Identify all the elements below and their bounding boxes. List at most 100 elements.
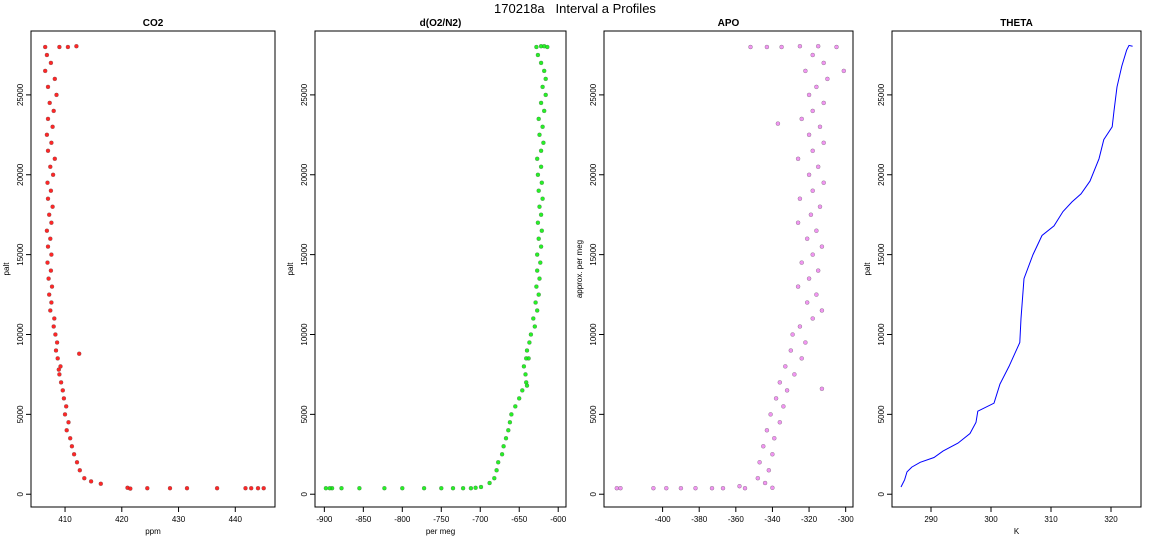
data-point-o2n2 [494, 468, 499, 473]
data-point-co2 [145, 486, 150, 491]
y-axis-label: palt [2, 262, 11, 276]
x-tick-label: -360 [728, 515, 745, 524]
data-point-o2n2 [507, 420, 513, 425]
data-point-co2 [45, 260, 50, 265]
data-point-co2 [58, 380, 64, 385]
data-point-apo [821, 60, 826, 66]
data-point-co2 [45, 244, 51, 249]
data-point-o2n2 [534, 44, 539, 50]
data-point-o2n2 [524, 383, 530, 388]
data-point-o2n2 [528, 332, 534, 337]
x-tick-label: -750 [433, 515, 450, 524]
data-point-apo [805, 236, 810, 241]
data-point-co2 [47, 212, 52, 217]
data-point-apo [799, 260, 804, 265]
data-point-apo [810, 188, 815, 193]
data-point-apo [764, 44, 770, 50]
data-point-apo [810, 52, 815, 58]
data-point-apo [806, 132, 812, 137]
y-tick-label: 25000 [589, 83, 598, 106]
data-point-apo [819, 308, 825, 313]
data-point-o2n2 [537, 276, 542, 281]
data-point-co2 [45, 84, 51, 90]
data-point-apo [795, 156, 801, 161]
y-tick-label: 25000 [877, 83, 886, 106]
y-tick-label: 0 [877, 491, 886, 496]
data-point-co2 [255, 486, 261, 491]
data-point-o2n2 [496, 460, 501, 465]
x-tick-label: 410 [58, 515, 72, 524]
data-point-apo [797, 196, 803, 201]
data-point-co2 [82, 476, 87, 481]
data-point-o2n2 [532, 324, 537, 329]
data-point-co2 [54, 340, 60, 345]
data-point-apo [618, 486, 623, 491]
data-point-o2n2 [513, 404, 518, 409]
data-point-apo [792, 372, 797, 377]
data-point-apo [678, 486, 684, 491]
data-point-apo [788, 348, 793, 353]
data-point-co2 [52, 316, 57, 321]
series-line-theta [900, 44, 1133, 488]
data-point-co2 [68, 436, 73, 441]
data-point-co2 [74, 44, 79, 49]
data-point-co2 [47, 292, 52, 297]
data-point-apo [766, 468, 771, 473]
data-point-o2n2 [535, 156, 540, 161]
data-point-apo [651, 486, 656, 491]
x-tick-label: 430 [172, 515, 186, 524]
data-point-apo [821, 180, 826, 185]
data-point-o2n2 [535, 52, 541, 58]
x-tick-label: 320 [1104, 515, 1118, 524]
data-point-co2 [45, 196, 51, 201]
data-point-co2 [50, 124, 55, 129]
data-point-co2 [48, 60, 54, 66]
y-tick-label: 15000 [589, 243, 598, 266]
data-point-apo [757, 460, 762, 465]
data-point-o2n2 [503, 436, 509, 441]
data-point-apo [783, 364, 788, 369]
data-point-o2n2 [506, 428, 511, 433]
plot-frame [30, 30, 276, 508]
data-point-apo [825, 76, 830, 82]
data-point-o2n2 [542, 108, 547, 114]
x-tick-label: 300 [984, 515, 998, 524]
data-point-co2 [98, 481, 103, 486]
data-point-o2n2 [531, 316, 536, 321]
data-point-co2 [167, 486, 173, 491]
data-point-o2n2 [535, 252, 540, 257]
data-point-apo [816, 268, 821, 273]
x-tick-label: -650 [511, 515, 528, 524]
y-tick-label: 10000 [589, 323, 598, 346]
data-point-apo [803, 68, 808, 74]
data-point-apo [799, 116, 804, 122]
data-point-o2n2 [533, 300, 538, 305]
x-axis-label: K [1014, 527, 1020, 536]
data-point-apo [819, 244, 825, 249]
data-point-o2n2 [538, 164, 544, 169]
data-point-o2n2 [323, 486, 329, 491]
data-point-o2n2 [450, 486, 456, 491]
data-point-apo [799, 356, 804, 361]
data-point-o2n2 [492, 476, 497, 481]
data-point-o2n2 [538, 100, 544, 106]
data-point-apo [709, 486, 715, 491]
data-point-co2 [57, 372, 62, 377]
data-point-co2 [53, 332, 58, 337]
data-point-o2n2 [545, 44, 550, 50]
data-point-apo [770, 452, 775, 457]
data-point-o2n2 [468, 486, 474, 491]
data-point-co2 [44, 228, 50, 233]
data-point-o2n2 [538, 60, 544, 66]
data-point-apo [821, 140, 826, 145]
data-point-co2 [52, 156, 57, 161]
data-point-apo [614, 486, 619, 491]
data-point-co2 [45, 180, 50, 185]
data-point-o2n2 [524, 356, 529, 361]
data-point-apo [806, 92, 812, 98]
x-tick-label: 310 [1044, 515, 1058, 524]
data-point-co2 [49, 140, 54, 145]
data-point-apo [768, 412, 773, 417]
data-point-apo [816, 44, 821, 49]
